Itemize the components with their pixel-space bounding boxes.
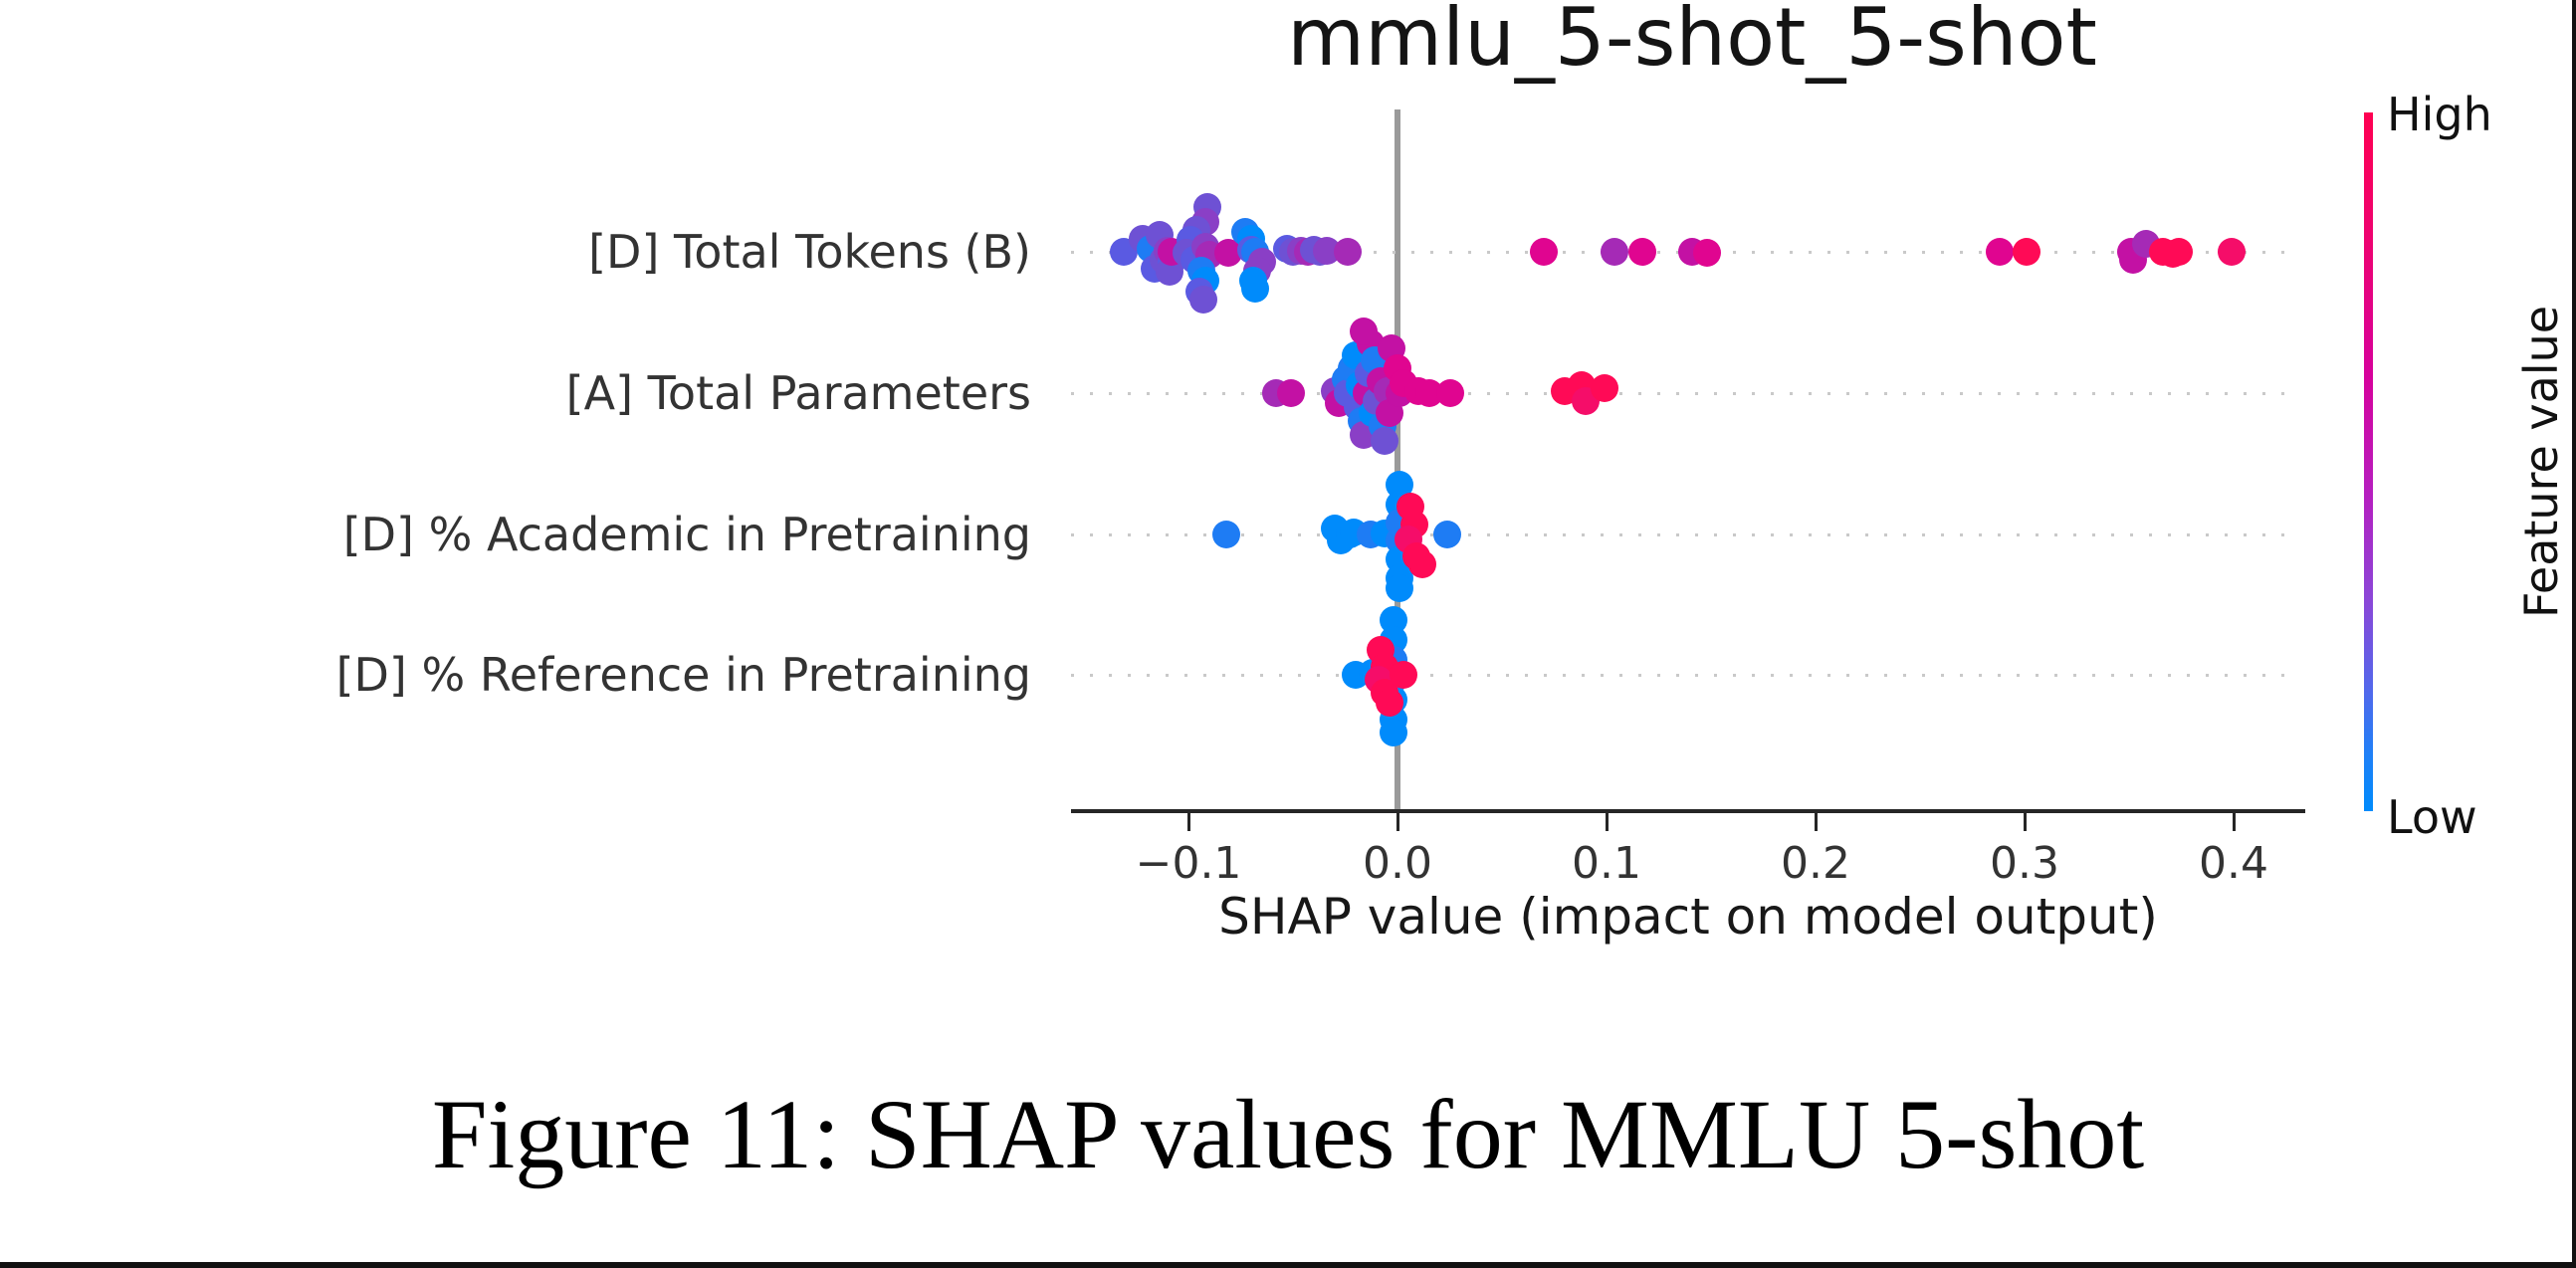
shap-point	[1188, 286, 1217, 314]
feature-label: [D] % Academic in Pretraining	[342, 508, 1031, 561]
feature-label: [D] % Reference in Pretraining	[335, 648, 1031, 702]
shap-point	[1530, 238, 1558, 266]
x-tick-label: 0.0	[1363, 838, 1432, 889]
shap-point	[1379, 719, 1407, 746]
feature-label: [D] Total Tokens (B)	[588, 225, 1031, 279]
feature-value-colorbar	[2364, 112, 2373, 811]
shap-point	[1627, 238, 1656, 266]
shap-point	[2217, 238, 2246, 266]
x-tick-label: 0.2	[1781, 838, 1850, 889]
figure-caption: Figure 11: SHAP values for MMLU 5-shot	[431, 1079, 2145, 1189]
colorbar-high-label: High	[2387, 88, 2492, 141]
shap-point	[1276, 379, 1305, 407]
shap-point	[1408, 550, 1437, 578]
shap-point	[1435, 379, 1464, 407]
row-gridline	[1071, 392, 2299, 395]
x-tick-label: −0.1	[1135, 838, 1242, 889]
row-gridline	[1071, 533, 2299, 536]
x-axis-label: SHAP value (impact on model output)	[1218, 888, 2158, 946]
shap-point	[1433, 521, 1462, 548]
shap-point	[2165, 238, 2194, 266]
x-tick-mark	[2233, 813, 2236, 831]
shap-point	[1985, 238, 2014, 266]
shap-point	[1601, 238, 1629, 266]
shap-point	[1211, 521, 1240, 548]
shap-point	[1692, 239, 1721, 267]
shap-point	[1590, 374, 1618, 402]
shap-point	[1390, 661, 1418, 689]
shap-point	[1241, 275, 1270, 303]
shap-point	[2013, 238, 2041, 266]
x-tick-mark	[2024, 813, 2027, 831]
row-gridline	[1071, 674, 2299, 677]
colorbar-axis-label: Feature value	[2514, 305, 2568, 619]
shap-point	[1371, 427, 1399, 455]
shap-point	[1386, 574, 1414, 602]
shap-point	[1375, 689, 1403, 717]
feature-label: [A] Total Parameters	[565, 366, 1031, 420]
x-axis-spine	[1071, 809, 2305, 813]
x-tick-mark	[1187, 813, 1190, 831]
x-tick-mark	[1815, 813, 1818, 831]
x-tick-label: 0.3	[1990, 838, 2059, 889]
shap-point	[1350, 317, 1379, 345]
x-tick-mark	[1396, 813, 1399, 831]
shap-point	[1333, 238, 1362, 266]
x-tick-label: 0.4	[2199, 838, 2268, 889]
x-tick-label: 0.1	[1572, 838, 1641, 889]
zero-reference-line	[1395, 109, 1400, 811]
colorbar-low-label: Low	[2387, 790, 2477, 844]
x-tick-mark	[1606, 813, 1609, 831]
chart-title: mmlu_5-shot_5-shot	[1287, 0, 2097, 84]
